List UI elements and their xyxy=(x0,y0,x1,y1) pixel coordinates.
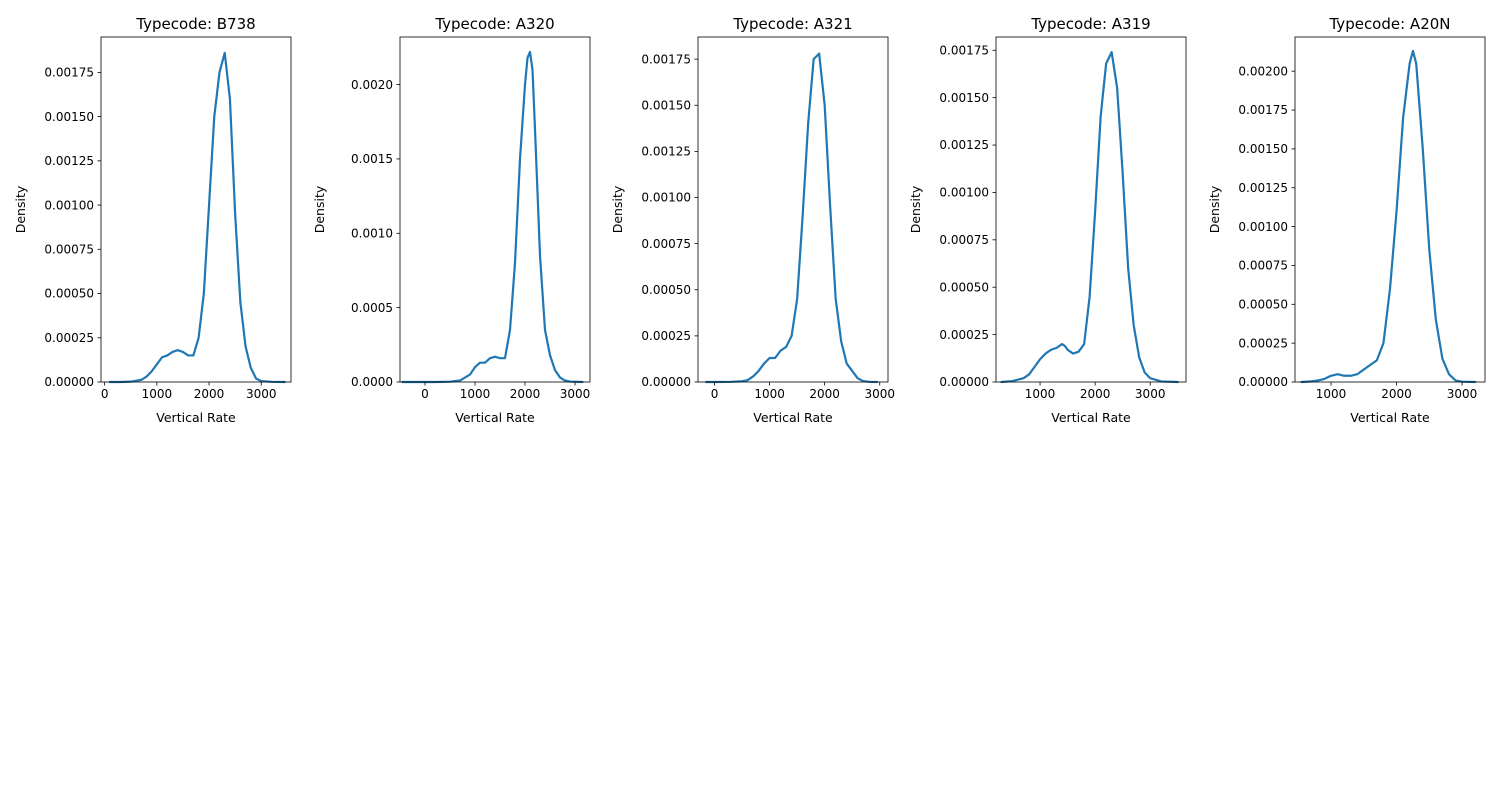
x-tick-label: 1000 xyxy=(1316,387,1347,401)
x-tick-label: 3000 xyxy=(246,387,277,401)
y-tick-label: 0.00025 xyxy=(939,328,989,342)
x-axis-label: Vertical Rate xyxy=(1350,410,1430,425)
x-tick-label: 1000 xyxy=(142,387,173,401)
subplot-4: 1000 2000 3000 0.00000 0.00025 0.00050 0.00075… xyxy=(908,15,1187,425)
subplot-3: 0 1000 2000 3000 0.00000 0.00025 0.00050 0.0007… xyxy=(610,15,895,425)
y-tick-label: 0.00150 xyxy=(1238,142,1288,156)
y-tick-label: 0.00125 xyxy=(641,145,691,159)
y-tick-label: 0.00025 xyxy=(641,329,691,343)
axes-frame xyxy=(1294,36,1486,383)
subplot-title: Typecode: A320 xyxy=(434,15,554,33)
subplot-title: Typecode: B738 xyxy=(135,15,255,33)
y-tick-label: 0.00100 xyxy=(44,198,94,212)
y-tick-label: 0.0005 xyxy=(351,301,393,315)
y-tick-label: 0.00075 xyxy=(1238,259,1288,273)
y-tick-label: 0.00000 xyxy=(641,375,691,389)
y-tick-label: 0.00050 xyxy=(939,280,989,294)
x-tick-label: 0 xyxy=(101,387,109,401)
y-tick-label: 0.00125 xyxy=(1238,181,1288,195)
axes-frame xyxy=(100,36,292,383)
axes-frame xyxy=(399,36,591,383)
y-tick-label: 0.00125 xyxy=(44,154,94,168)
subplot-2: 0 1000 2000 3000 0.0000 0.0005 0.0010 0.0015 0.0… xyxy=(312,15,591,425)
x-tick-label: 2000 xyxy=(1080,387,1111,401)
x-tick-label: 0 xyxy=(421,387,429,401)
x-tick-label: 1000 xyxy=(1025,387,1056,401)
y-tick-label: 0.00200 xyxy=(1238,64,1288,78)
y-tick-label: 0.00150 xyxy=(641,98,691,112)
y-tick-label: 0.00100 xyxy=(641,191,691,205)
x-axis-label: Vertical Rate xyxy=(753,410,833,425)
y-tick-label: 0.00175 xyxy=(939,43,989,57)
x-axis-label: Vertical Rate xyxy=(455,410,535,425)
y-tick-label: 0.00025 xyxy=(1238,336,1288,350)
y-tick-label: 0.0015 xyxy=(351,152,393,166)
y-tick-label: 0.00000 xyxy=(939,375,989,389)
y-tick-label: 0.0010 xyxy=(351,226,393,240)
x-tick-label: 3000 xyxy=(1135,387,1166,401)
y-tick-label: 0.00150 xyxy=(44,110,94,124)
x-tick-label: 3000 xyxy=(1447,387,1478,401)
x-tick-label: 0 xyxy=(711,387,719,401)
y-tick-label: 0.0000 xyxy=(351,375,393,389)
x-tick-label: 3000 xyxy=(560,387,591,401)
axes-frame xyxy=(995,36,1187,383)
y-tick-label: 0.00100 xyxy=(1238,220,1288,234)
subplot-title: Typecode: A20N xyxy=(1328,15,1450,33)
y-tick-label: 0.00025 xyxy=(44,331,94,345)
y-axis-label: Density xyxy=(13,185,28,233)
y-tick-label: 0.0020 xyxy=(351,78,393,92)
x-tick-label: 3000 xyxy=(864,387,895,401)
density-curve xyxy=(1000,51,1179,384)
y-axis-label: Density xyxy=(908,185,923,233)
y-tick-label: 0.00050 xyxy=(1238,297,1288,311)
x-tick-label: 2000 xyxy=(809,387,840,401)
y-tick-label: 0.00125 xyxy=(939,138,989,152)
x-axis-label: Vertical Rate xyxy=(156,410,236,425)
y-tick-label: 0.00000 xyxy=(1238,375,1288,389)
x-tick-label: 2000 xyxy=(1381,387,1412,401)
density-curve xyxy=(1300,49,1477,384)
density-curve xyxy=(401,50,584,384)
subplot-1: 0 1000 2000 3000 0.00000 0.00025 0.00050 0.0007… xyxy=(13,15,292,425)
x-tick-label: 2000 xyxy=(510,387,541,401)
y-tick-label: 0.00100 xyxy=(939,186,989,200)
y-tick-label: 0.00050 xyxy=(641,283,691,297)
y-tick-label: 0.00175 xyxy=(1238,103,1288,117)
axes-frame xyxy=(697,36,889,383)
subplot-title: Typecode: A321 xyxy=(732,15,852,33)
subplot-title: Typecode: A319 xyxy=(1030,15,1150,33)
x-tick-label: 1000 xyxy=(754,387,785,401)
y-tick-label: 0.00075 xyxy=(44,243,94,257)
y-tick-label: 0.00175 xyxy=(44,66,94,80)
x-tick-label: 2000 xyxy=(194,387,225,401)
y-tick-label: 0.00050 xyxy=(44,287,94,301)
y-tick-label: 0.00175 xyxy=(641,52,691,66)
subplot-5: 1000 2000 3000 0.00000 0.00025 0.00050 0.00075… xyxy=(1207,15,1486,425)
y-tick-label: 0.00000 xyxy=(44,375,94,389)
density-curve xyxy=(705,52,879,384)
x-axis-label: Vertical Rate xyxy=(1051,410,1131,425)
y-tick-label: 0.00075 xyxy=(939,233,989,247)
y-axis-label: Density xyxy=(312,185,327,233)
y-axis-label: Density xyxy=(1207,185,1222,233)
density-curve xyxy=(108,51,286,384)
y-tick-label: 0.00075 xyxy=(641,237,691,251)
y-tick-label: 0.00150 xyxy=(939,91,989,105)
x-tick-label: 1000 xyxy=(460,387,491,401)
y-axis-label: Density xyxy=(610,185,625,233)
